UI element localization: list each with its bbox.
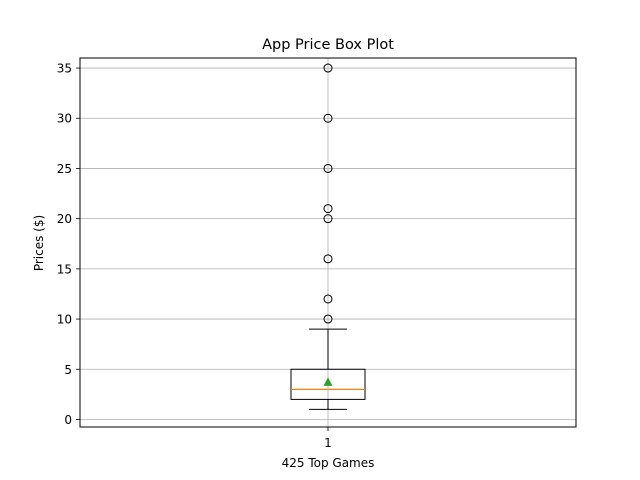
y-tick-label: 15 bbox=[57, 262, 72, 276]
iqr-box bbox=[290, 368, 366, 400]
outlier-point bbox=[323, 63, 333, 73]
outlier-point bbox=[323, 314, 333, 324]
grid-lines bbox=[80, 58, 576, 427]
y-tick-label: 35 bbox=[57, 62, 72, 76]
plot-area bbox=[290, 63, 366, 410]
y-tick-label: 30 bbox=[57, 112, 72, 126]
outlier-point bbox=[323, 163, 333, 173]
outlier-point bbox=[323, 113, 333, 123]
outlier-point bbox=[323, 254, 333, 264]
outlier-point bbox=[323, 294, 333, 304]
chart-title: App Price Box Plot bbox=[262, 37, 394, 53]
y-tick-label: 5 bbox=[64, 363, 72, 377]
x-axis-label: 425 Top Games bbox=[282, 456, 375, 470]
y-axis-label: Prices ($) bbox=[32, 215, 46, 271]
y-tick-label: 25 bbox=[57, 162, 72, 176]
y-tick-label: 20 bbox=[57, 212, 72, 226]
x-tick-label: 1 bbox=[324, 436, 332, 450]
outlier-point bbox=[323, 214, 333, 224]
y-tick-label: 10 bbox=[57, 313, 72, 327]
y-tick-label: 0 bbox=[64, 413, 72, 427]
x-axis-ticks: 1 bbox=[324, 427, 332, 450]
outlier-point bbox=[323, 204, 333, 214]
mean-marker bbox=[323, 377, 333, 386]
y-axis-ticks: 0 5 10 15 20 25 30 35 bbox=[57, 62, 80, 427]
